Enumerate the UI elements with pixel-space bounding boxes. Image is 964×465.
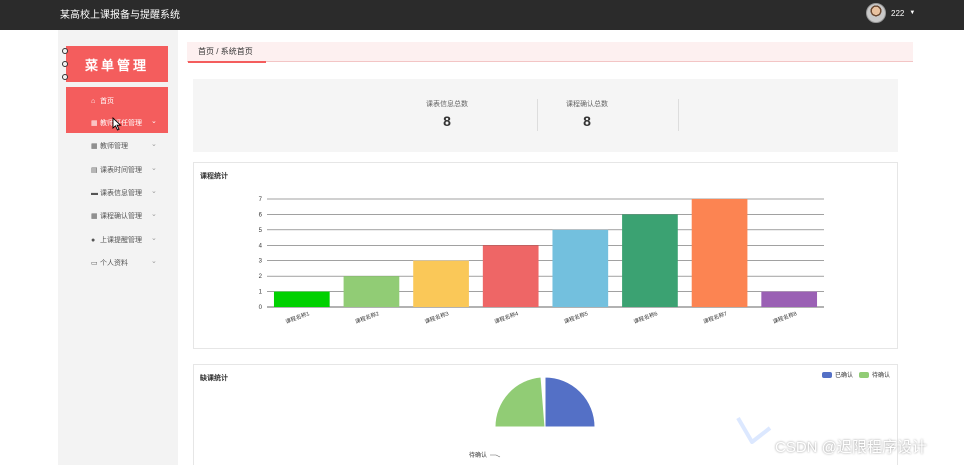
bar: [622, 214, 678, 307]
avatar[interactable]: [866, 3, 886, 23]
home-icon: ⌂: [91, 97, 96, 105]
sidebar-item[interactable]: ▤ 课表时间管理 ⌄: [91, 163, 171, 177]
car-icon: ▬: [91, 189, 98, 197]
sidebar-item-label: 课表信息管理: [100, 190, 142, 197]
chevron-down-icon[interactable]: ⌄: [151, 235, 157, 242]
pie-slice-label: 待确认: [469, 451, 487, 459]
sidebar-item-label: 上课提醒管理: [100, 237, 142, 244]
panel-title: 课程统计: [200, 173, 228, 180]
binder-rings-icon: [62, 48, 68, 80]
username[interactable]: 222: [891, 8, 905, 18]
bar: [761, 291, 818, 307]
mouse-cursor-icon: [112, 117, 122, 131]
chevron-down-icon[interactable]: ⌄: [151, 188, 157, 195]
y-tick-label: 3: [259, 259, 263, 265]
course-stats-panel: 课程统计 0 1 2 3 4 5 6 7 课程名称1 课程名称2 课程名称3 课程名称4 课程名称5 课程…: [193, 162, 898, 349]
legend-swatch: [822, 371, 832, 378]
stat-value: 8: [583, 113, 591, 129]
menu-title: 菜单管理: [84, 58, 149, 74]
x-tick-label: 课程名称7: [702, 309, 728, 325]
grid-icon: ▦: [91, 213, 98, 220]
sidebar-item-label: 课程确认管理: [100, 213, 142, 220]
bar: [552, 229, 609, 307]
x-tick-label: 课程名称5: [563, 309, 589, 325]
bar: [273, 291, 330, 307]
watermark: CSDN @迟限程序设计: [775, 439, 927, 456]
absence-stats-panel: 缺课统计 已确认 待确认 待确认: [193, 364, 898, 465]
sidebar-item-label: 个人资料: [100, 260, 128, 267]
sidebar-item[interactable]: ▦ 课程确认管理 ⌄: [91, 209, 171, 223]
y-tick-label: 0: [259, 305, 263, 311]
breadcrumb-current: 系统首页: [220, 47, 253, 56]
stat-card-schedule-total: 课表信息总数 8: [397, 99, 497, 129]
pie-chart: 待确认: [469, 376, 596, 459]
menu-header: 菜单管理: [62, 46, 168, 82]
breadcrumb-separator: /: [216, 47, 219, 56]
pie-slice-confirmed: [544, 376, 596, 428]
user-menu[interactable]: 222 ▼: [866, 3, 915, 23]
location-icon: ●: [91, 236, 96, 244]
x-tick-label: 课程名称4: [493, 309, 519, 325]
legend-label: 待确认: [872, 373, 891, 379]
app-title: 某高校上课报备与提醒系统: [60, 10, 180, 21]
breadcrumb-home[interactable]: 首页: [198, 47, 214, 56]
bar: [482, 245, 539, 307]
stat-label: 课表信息总数: [426, 101, 468, 108]
x-tick-label: 课程名称2: [354, 309, 380, 325]
legend-swatch: [859, 371, 870, 378]
sidebar-item[interactable]: ⌂ 首页: [91, 94, 171, 108]
sidebar-item-label: 教师管理: [100, 143, 128, 150]
breadcrumb-underline: [188, 61, 266, 63]
panel-title: 缺课统计: [200, 375, 228, 382]
x-tick-label: 课程名称1: [284, 309, 310, 325]
bar: [343, 276, 400, 307]
grid-icon: ▦: [91, 120, 98, 127]
grid-icon: ▦: [91, 143, 98, 150]
legend-label: 已确认: [835, 373, 854, 379]
sidebar-item-label: 首页: [100, 98, 114, 105]
pie-legend: 已确认 待确认: [822, 370, 890, 379]
x-tick-label: 课程名称3: [423, 309, 449, 325]
y-tick-label: 1: [259, 290, 263, 296]
bar-chart: 0 1 2 3 4 5 6 7 课程名称1 课程名称2 课程名称3 课程名称4 课程名称5 课程名称6 课程…: [259, 197, 824, 325]
y-tick-label: 2: [259, 274, 263, 280]
stat-divider: [678, 99, 679, 131]
chevron-down-icon[interactable]: ⌄: [151, 258, 157, 265]
sidebar-item-label: 课表时间管理: [100, 167, 142, 174]
chevron-down-icon[interactable]: ⌄: [151, 211, 157, 218]
sidebar-item[interactable]: ▦ 教师班任管理 ⌄: [91, 116, 171, 130]
bar: [691, 199, 748, 307]
y-tick-label: 6: [259, 212, 263, 218]
sidebar-item[interactable]: ● 上课提醒管理 ⌄: [91, 233, 171, 247]
bar: [413, 260, 469, 307]
sidebar-item-label: 教师班任管理: [100, 120, 142, 127]
stat-label: 课程确认总数: [566, 101, 608, 108]
legend-item[interactable]: 已确认: [822, 370, 853, 379]
y-tick-label: 7: [259, 197, 263, 203]
y-tick-label: 4: [259, 243, 263, 249]
calendar-icon: ▭: [91, 260, 98, 267]
top-bar: 某高校上课报备与提醒系统 222 ▼: [0, 0, 964, 30]
stat-card-confirm-total: 课程确认总数 8: [537, 99, 637, 129]
sidebar: 菜单管理 ⌂ 首页 ▦ 教师班任管理 ⌄ ▦ 教师管理 ⌄ ▤ 课表时间管理 ⌄ ▬ 课表信息管理 ⌄ ▦ 课…: [58, 30, 178, 465]
caret-down-icon[interactable]: ▼: [909, 10, 916, 16]
chevron-down-icon[interactable]: ⌄: [151, 141, 157, 148]
document-icon: ▤: [91, 167, 98, 174]
legend-item[interactable]: 待确认: [859, 370, 890, 379]
sidebar-item[interactable]: ▦ 教师管理 ⌄: [91, 139, 171, 153]
breadcrumb: 首页 / 系统首页: [187, 42, 913, 62]
chevron-down-icon[interactable]: ⌄: [151, 118, 157, 125]
x-tick-label: 课程名称6: [632, 309, 658, 325]
sidebar-item[interactable]: ▬ 课表信息管理 ⌄: [91, 186, 171, 200]
x-tick-label: 课程名称8: [772, 309, 798, 325]
stats-panel: 课表信息总数 8 课程确认总数 8: [193, 79, 898, 152]
chevron-down-icon[interactable]: ⌄: [151, 165, 157, 172]
y-tick-label: 5: [259, 228, 263, 234]
csdn-logo-icon: [736, 416, 772, 444]
sidebar-item[interactable]: ▭ 个人资料 ⌄: [91, 256, 171, 270]
stat-value: 8: [443, 113, 451, 129]
pie-label-line: [490, 454, 501, 458]
stat-divider: [537, 99, 538, 131]
pie-slice-pending: [494, 376, 546, 428]
